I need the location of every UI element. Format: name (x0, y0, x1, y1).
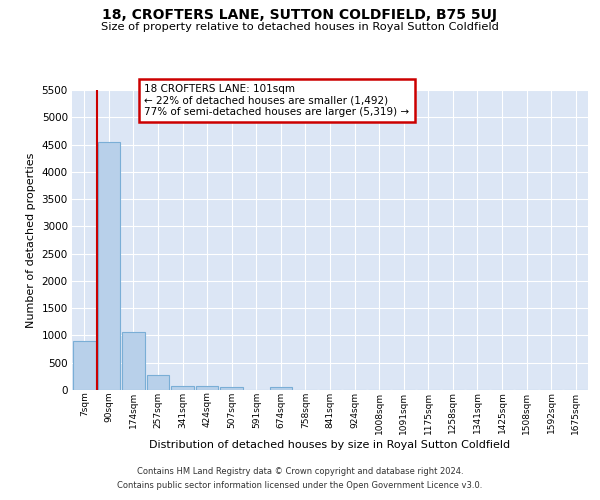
Bar (122, 332, 145, 390)
Text: 18 CROFTERS LANE: 101sqm
← 22% of detached houses are smaller (1,492)
77% of sem: 18 CROFTERS LANE: 101sqm ← 22% of detach… (144, 84, 409, 117)
Bar (73, 341, 95, 390)
Y-axis label: Number of detached properties: Number of detached properties (26, 152, 36, 328)
Bar (98, 142, 120, 390)
X-axis label: Distribution of detached houses by size in Royal Sutton Coldfield: Distribution of detached houses by size … (149, 440, 511, 450)
Bar (171, 386, 194, 390)
Text: Contains HM Land Registry data © Crown copyright and database right 2024.: Contains HM Land Registry data © Crown c… (137, 467, 463, 476)
Text: Size of property relative to detached houses in Royal Sutton Coldfield: Size of property relative to detached ho… (101, 22, 499, 32)
Bar (220, 388, 243, 390)
Text: Contains public sector information licensed under the Open Government Licence v3: Contains public sector information licen… (118, 481, 482, 490)
Text: 18, CROFTERS LANE, SUTTON COLDFIELD, B75 5UJ: 18, CROFTERS LANE, SUTTON COLDFIELD, B75… (103, 8, 497, 22)
Bar (269, 387, 292, 390)
Bar (146, 376, 169, 390)
Bar (196, 386, 218, 390)
